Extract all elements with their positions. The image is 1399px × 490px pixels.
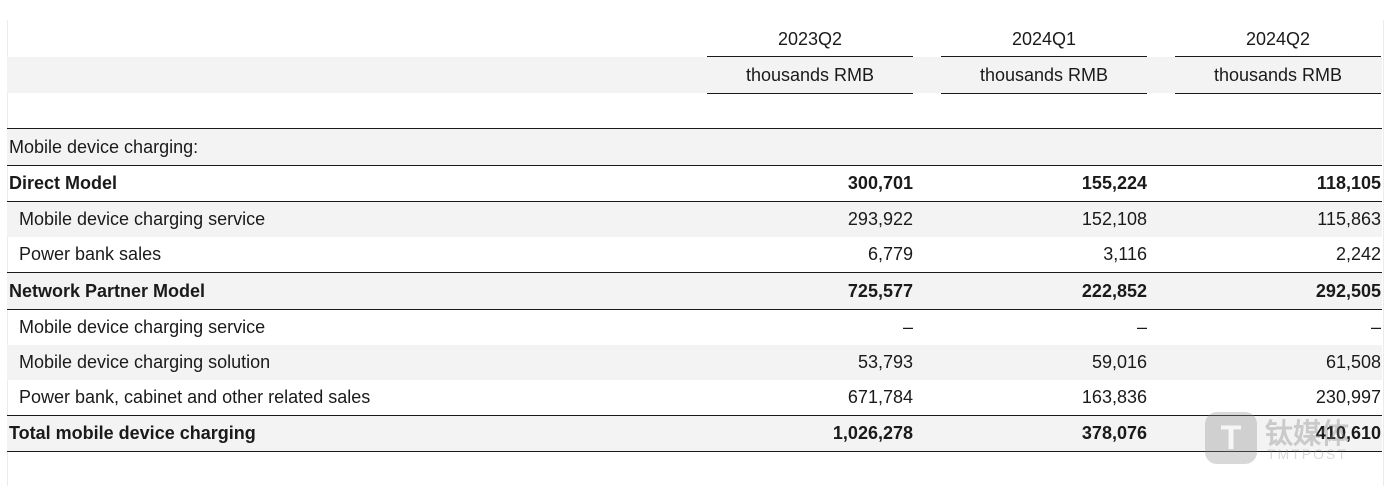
section-title-row: Mobile device charging: bbox=[7, 129, 1382, 165]
row-value: 725,577 bbox=[847, 280, 913, 301]
row-label: Direct Model bbox=[9, 173, 118, 193]
table-row: Direct Model 300,701 155,224 118,105 bbox=[7, 166, 1382, 201]
row-value: 671,784 bbox=[847, 387, 913, 407]
table-row: Power bank, cabinet and other related sa… bbox=[7, 380, 1382, 415]
tmtpost-logo-icon: T bbox=[1205, 412, 1257, 464]
row-value: – bbox=[902, 317, 913, 337]
column-unit-2024q2: thousands RMB bbox=[1213, 64, 1343, 85]
row-divider bbox=[7, 128, 1382, 129]
row-value: 292,505 bbox=[1315, 280, 1381, 301]
row-label: Mobile device charging solution bbox=[19, 352, 271, 372]
section-title: Mobile device charging: bbox=[9, 136, 199, 157]
row-value: 118,105 bbox=[1316, 173, 1381, 193]
table-frame bbox=[7, 20, 1384, 486]
column-unit-2023q2: thousands RMB bbox=[745, 64, 875, 85]
header-underline bbox=[1175, 56, 1381, 57]
row-divider bbox=[7, 451, 1382, 452]
table-row: Network Partner Model 725,577 222,852 29… bbox=[7, 273, 1382, 309]
row-value: 59,016 bbox=[1091, 352, 1147, 372]
row-divider bbox=[7, 272, 1382, 273]
column-period-2024q2: 2024Q2 bbox=[1245, 28, 1311, 49]
row-value: 293,922 bbox=[847, 209, 913, 229]
row-divider bbox=[7, 309, 1382, 310]
row-value: 115,863 bbox=[1317, 209, 1381, 229]
table-row: Power bank sales 6,779 3,116 2,242 bbox=[7, 237, 1382, 272]
row-label: Mobile device charging service bbox=[19, 317, 266, 337]
row-value: – bbox=[1136, 317, 1147, 337]
column-period-2024q1: 2024Q1 bbox=[1011, 28, 1077, 49]
row-value: 230,997 bbox=[1315, 387, 1381, 407]
row-label: Mobile device charging service bbox=[19, 209, 266, 229]
row-label: Power bank, cabinet and other related sa… bbox=[19, 387, 371, 407]
row-divider bbox=[7, 415, 1382, 416]
header-underline bbox=[941, 56, 1147, 57]
header-underline bbox=[941, 93, 1147, 94]
row-value: 163,836 bbox=[1081, 387, 1147, 407]
row-value: 222,852 bbox=[1081, 280, 1147, 301]
tmtpost-watermark: T 钛媒体 TMTPOST bbox=[1205, 410, 1365, 470]
header-underline bbox=[707, 56, 913, 57]
row-value: 53,793 bbox=[857, 352, 913, 372]
row-value: 378,076 bbox=[1081, 423, 1147, 443]
row-value: 410,610 bbox=[1315, 423, 1381, 443]
spacer-row bbox=[7, 94, 1382, 128]
row-value: 6,779 bbox=[867, 244, 913, 264]
row-value: – bbox=[1370, 317, 1381, 337]
row-label: Network Partner Model bbox=[9, 280, 206, 301]
total-row: Total mobile device charging 1,026,278 3… bbox=[7, 416, 1382, 451]
table-row: Mobile device charging service – – – bbox=[7, 310, 1382, 345]
watermark-en-text: TMTPOST bbox=[1267, 446, 1348, 462]
header-unit-row: thousands RMB thousands RMB thousands RM… bbox=[7, 57, 1382, 93]
header-period-row: 2023Q2 2024Q1 2024Q2 bbox=[7, 22, 1382, 56]
row-label: Power bank sales bbox=[19, 244, 162, 264]
row-divider bbox=[7, 165, 1382, 166]
row-value: 300,701 bbox=[847, 173, 913, 193]
row-value: 1,026,278 bbox=[832, 423, 913, 443]
column-period-2023q2: 2023Q2 bbox=[777, 28, 843, 49]
row-value: 2,242 bbox=[1335, 244, 1381, 264]
header-underline bbox=[707, 93, 913, 94]
row-value: 61,508 bbox=[1325, 352, 1381, 372]
table-row: Mobile device charging service 293,922 1… bbox=[7, 202, 1382, 237]
header-underline bbox=[1175, 93, 1381, 94]
row-value: 3,116 bbox=[1103, 244, 1147, 264]
column-unit-2024q1: thousands RMB bbox=[979, 64, 1109, 85]
table-row: Mobile device charging solution 53,793 5… bbox=[7, 345, 1382, 380]
row-value: 152,108 bbox=[1081, 209, 1147, 229]
row-value: 155,224 bbox=[1081, 173, 1147, 193]
row-divider bbox=[7, 201, 1382, 202]
watermark-cn-text: 钛媒体 bbox=[1265, 417, 1350, 450]
row-label: Total mobile device charging bbox=[9, 423, 256, 443]
